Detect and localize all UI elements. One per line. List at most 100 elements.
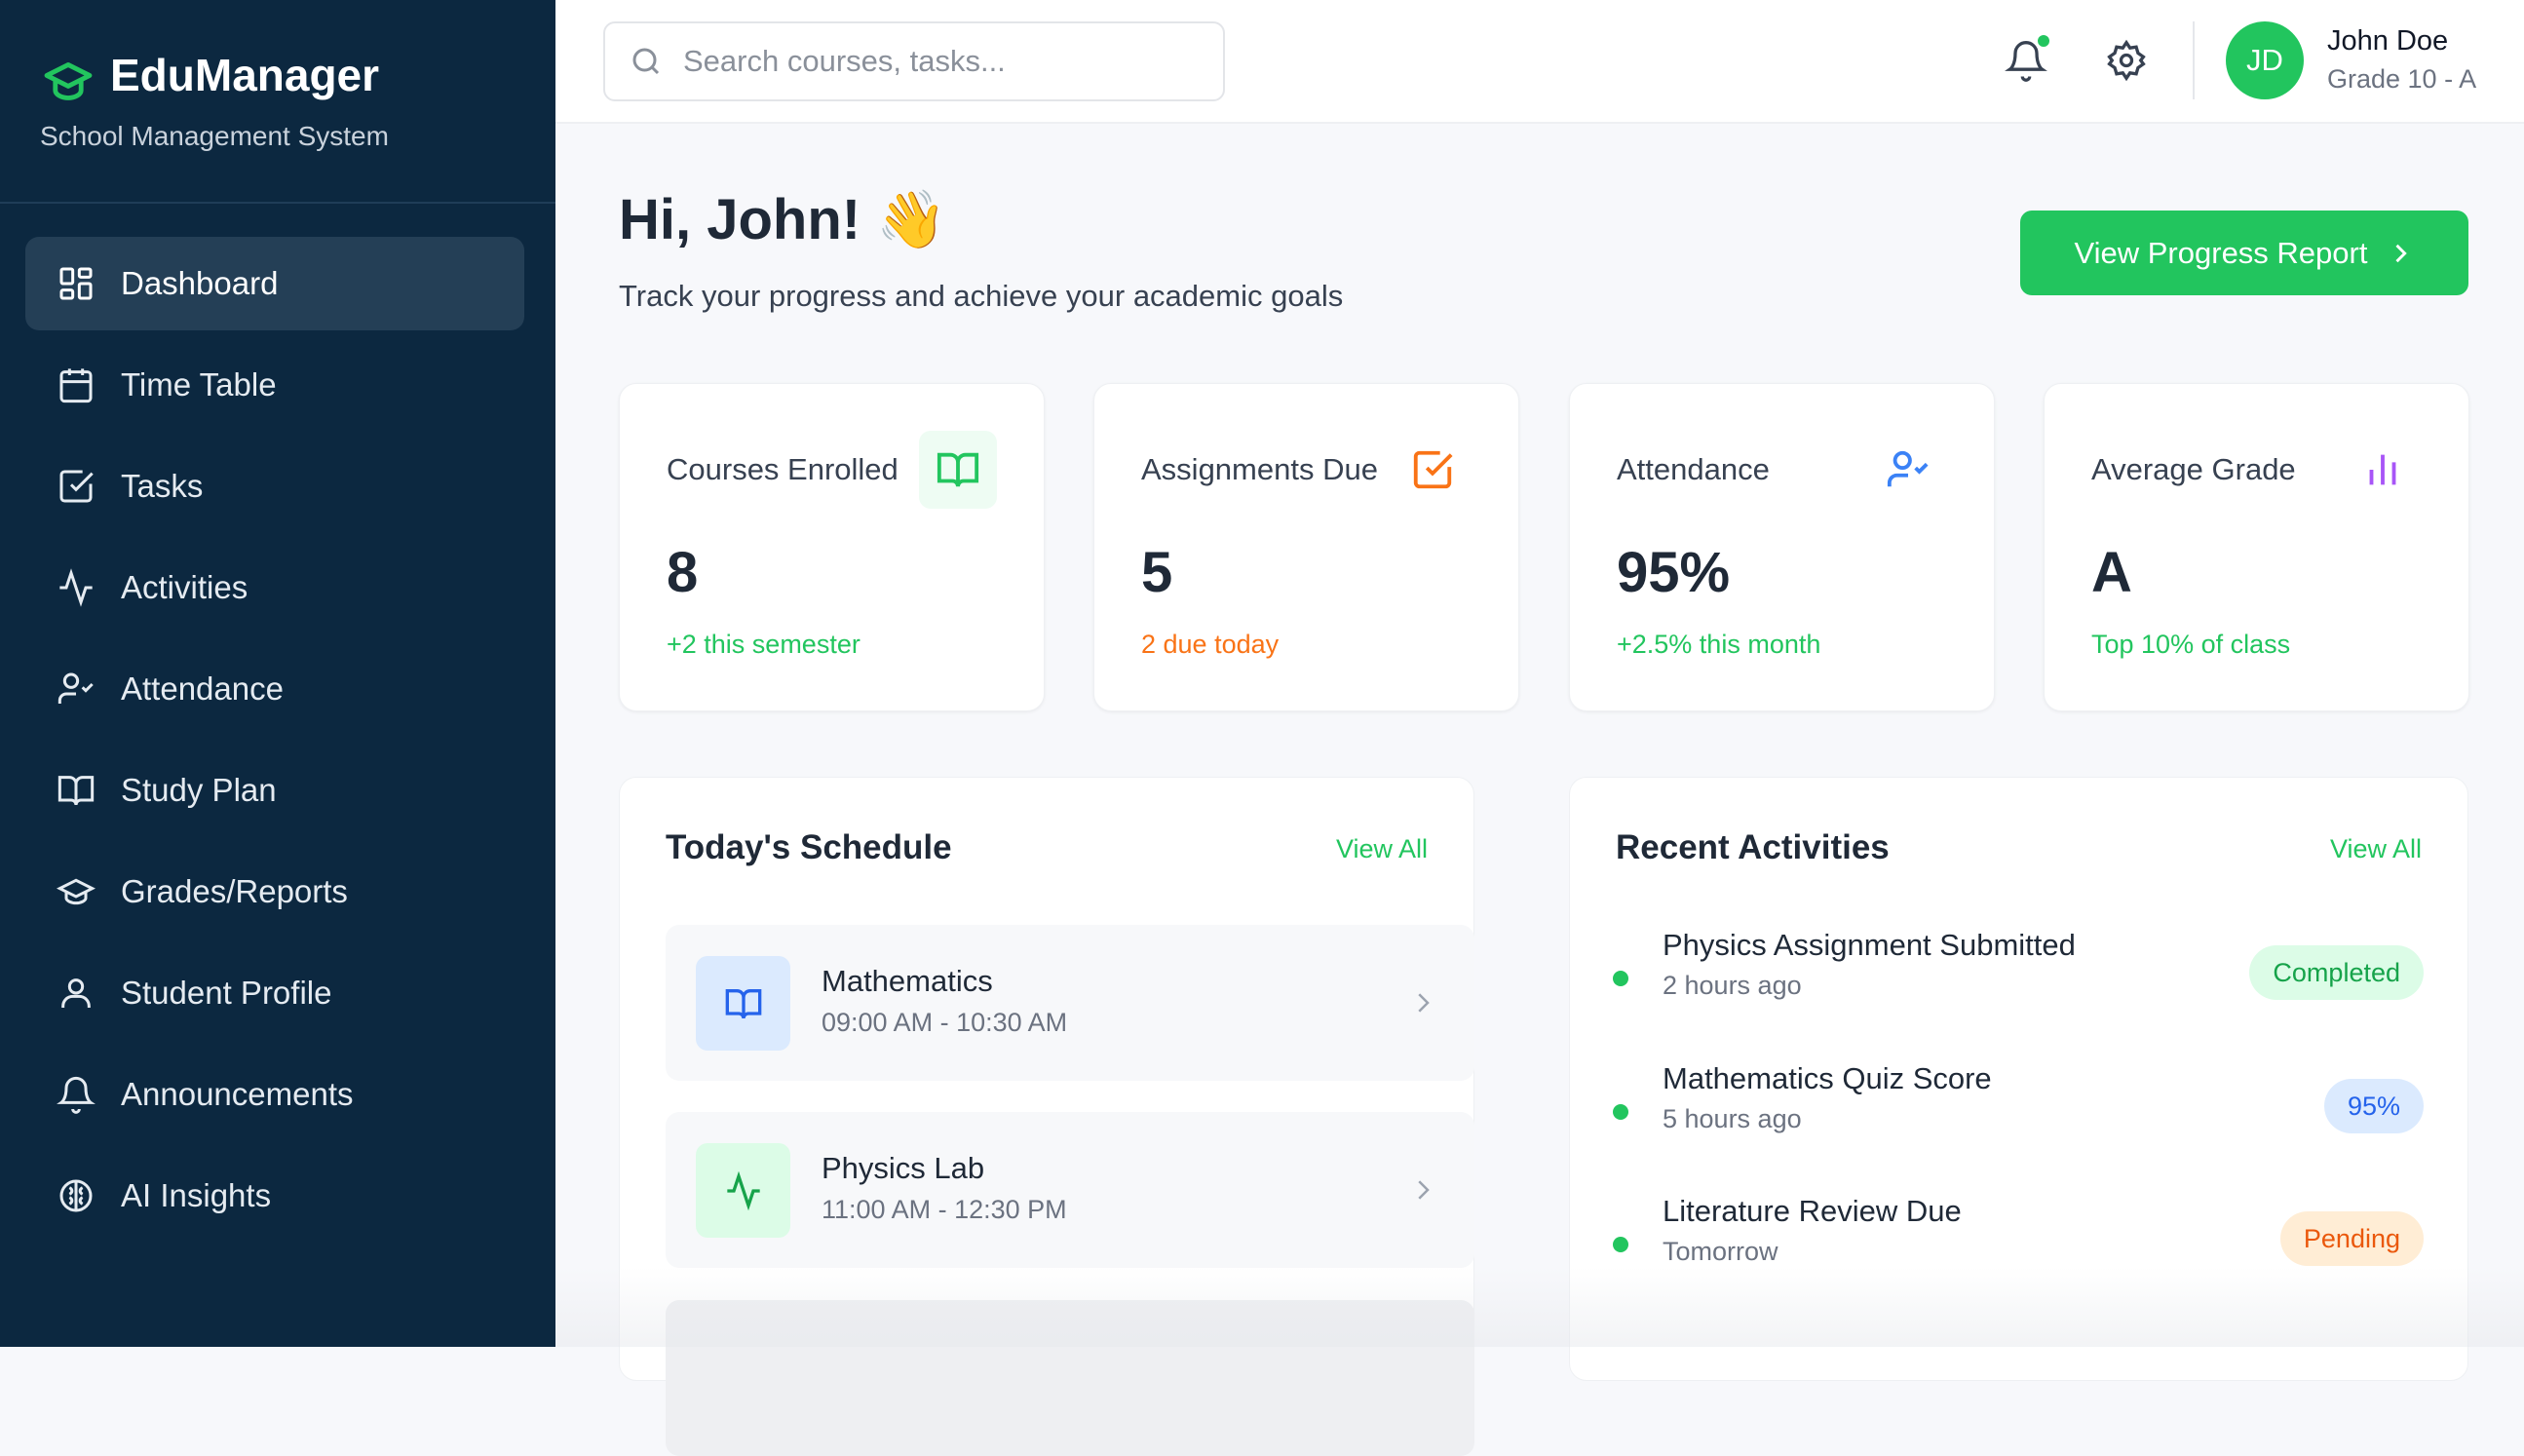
sidebar-item-label: Grades/Reports (121, 873, 348, 909)
stat-value: 8 (667, 541, 699, 604)
header-divider (2193, 21, 2195, 99)
button-label: View Progress Report (2074, 235, 2368, 270)
sidebar-item-student-profile[interactable]: Student Profile (25, 946, 524, 1040)
brand-name: EduManager (110, 50, 380, 100)
stat-label: Courses Enrolled (667, 452, 899, 486)
schedule-time: 11:00 AM - 12:30 PM (822, 1195, 1067, 1224)
activity-item: Literature Review Due Tomorrow Pending (1570, 1192, 2469, 1299)
user-check-icon (1869, 431, 1947, 509)
view-progress-report-button[interactable]: View Progress Report (2020, 211, 2468, 295)
schedule-item[interactable]: Mathematics 09:00 AM - 10:30 AM (666, 925, 1474, 1081)
stat-sub: +2.5% this month (1617, 630, 1821, 659)
stat-sub: Top 10% of class (2091, 630, 2291, 659)
activity-icon (59, 568, 93, 607)
status-badge: Completed (2249, 945, 2424, 1000)
stat-card-attendance: Attendance 95% +2.5% this month (1569, 383, 1995, 711)
stat-card-average-grade: Average Grade A Top 10% of class (2044, 383, 2469, 711)
page-subtitle: Track your progress and achieve your aca… (619, 279, 1344, 313)
graduation-cap-icon (57, 878, 96, 905)
notification-dot (2036, 33, 2051, 49)
stat-sub: +2 this semester (667, 630, 860, 659)
activity-time: 5 hours ago (1663, 1104, 1802, 1133)
schedule-title: Mathematics (822, 964, 993, 998)
book-icon (57, 776, 95, 806)
brand-subtitle: School Management System (40, 121, 389, 151)
schedule-view-all-link[interactable]: View All (1335, 834, 1428, 863)
brain-icon (59, 1179, 93, 1212)
status-dot (1613, 971, 1628, 986)
chevron-right-icon (1418, 993, 1430, 1013)
stat-card-assignments: Assignments Due 5 2 due today (1093, 383, 1519, 711)
sidebar-item-study-plan[interactable]: Study Plan (25, 744, 524, 837)
chevron-right-icon (2395, 244, 2408, 262)
sidebar-item-grades-reports[interactable]: Grades/Reports (25, 845, 524, 939)
status-badge: Pending (2279, 1211, 2424, 1266)
schedule-item[interactable]: Physics Lab 11:00 AM - 12:30 PM (666, 1112, 1474, 1268)
sidebar-item-ai-insights[interactable]: AI Insights (25, 1149, 524, 1243)
sidebar-item-label: Attendance (121, 671, 284, 707)
notification-bell-icon[interactable] (2005, 39, 2047, 82)
schedule-time: 09:00 AM - 10:30 AM (822, 1008, 1068, 1037)
sidebar: EduManager School Management System Dash… (0, 0, 555, 1347)
search-input[interactable]: Search courses, tasks... (603, 21, 1225, 101)
activity-time: 2 hours ago (1663, 971, 1802, 1000)
panel-title: Today's Schedule (666, 828, 952, 866)
activity-title: Literature Review Due (1663, 1194, 1962, 1228)
sidebar-item-label: Announcements (121, 1076, 354, 1112)
user-name: John Doe (2327, 25, 2449, 57)
activity-icon (696, 1143, 790, 1238)
calendar-icon (59, 368, 93, 403)
dashboard-icon (59, 267, 93, 300)
sidebar-item-time-table[interactable]: Time Table (25, 338, 524, 432)
stat-label: Attendance (1617, 452, 1770, 486)
stat-label: Assignments Due (1141, 452, 1378, 486)
page-title: Hi, John! 👋 (619, 188, 947, 251)
stat-value: A (2091, 541, 2132, 604)
activities-view-all-link[interactable]: View All (2329, 834, 2422, 863)
sidebar-item-label: Tasks (121, 468, 204, 504)
bell-icon (57, 1076, 96, 1114)
user-grade: Grade 10 - A (2327, 64, 2477, 94)
activity-time: Tomorrow (1663, 1237, 1778, 1266)
search-icon (632, 48, 660, 75)
stat-value: 5 (1141, 541, 1173, 604)
chevron-right-icon (1418, 1180, 1430, 1200)
user-icon (61, 978, 91, 1008)
sidebar-item-announcements[interactable]: Announcements (25, 1048, 524, 1141)
checkbox-icon (1394, 431, 1472, 509)
activity-title: Physics Assignment Submitted (1663, 928, 2076, 962)
sidebar-item-label: Student Profile (121, 975, 332, 1011)
avatar[interactable]: JD (2226, 21, 2304, 99)
top-header: Search courses, tasks... JD John Doe Gra… (555, 0, 2524, 124)
sidebar-item-label: Activities (121, 569, 249, 605)
book-icon (696, 956, 790, 1051)
sidebar-item-attendance[interactable]: Attendance (25, 642, 524, 736)
stat-card-courses: Courses Enrolled 8 +2 this semester (619, 383, 1045, 711)
checkbox-icon (59, 470, 94, 503)
stat-sub: 2 due today (1141, 630, 1280, 659)
sidebar-item-tasks[interactable]: Tasks (25, 440, 524, 533)
schedule-title: Physics Lab (822, 1151, 985, 1185)
sidebar-item-label: Study Plan (121, 772, 277, 808)
sidebar-item-dashboard[interactable]: Dashboard (25, 237, 524, 330)
search-placeholder: Search courses, tasks... (683, 44, 1006, 78)
user-check-icon (57, 672, 94, 704)
status-badge: 95% (2323, 1079, 2424, 1133)
stat-value: 95% (1617, 541, 1731, 604)
stat-label: Average Grade (2091, 452, 2296, 486)
sidebar-item-label: Dashboard (121, 265, 279, 301)
status-dot (1613, 1104, 1628, 1120)
activity-item: Mathematics Quiz Score 5 hours ago 95% (1570, 1059, 2469, 1167)
book-icon (919, 431, 997, 509)
activity-title: Mathematics Quiz Score (1663, 1061, 1992, 1095)
activity-item: Physics Assignment Submitted 2 hours ago… (1570, 926, 2469, 1033)
graduation-cap-logo-icon (44, 61, 93, 100)
panel-title: Recent Activities (1616, 828, 1890, 866)
bottom-fade-overlay (555, 1267, 2524, 1347)
gear-icon[interactable] (2105, 39, 2148, 82)
status-dot (1613, 1237, 1628, 1252)
sidebar-item-activities[interactable]: Activities (25, 541, 524, 634)
sidebar-item-label: Time Table (121, 366, 277, 402)
divider (0, 202, 555, 204)
bar-chart-icon (2344, 431, 2422, 509)
